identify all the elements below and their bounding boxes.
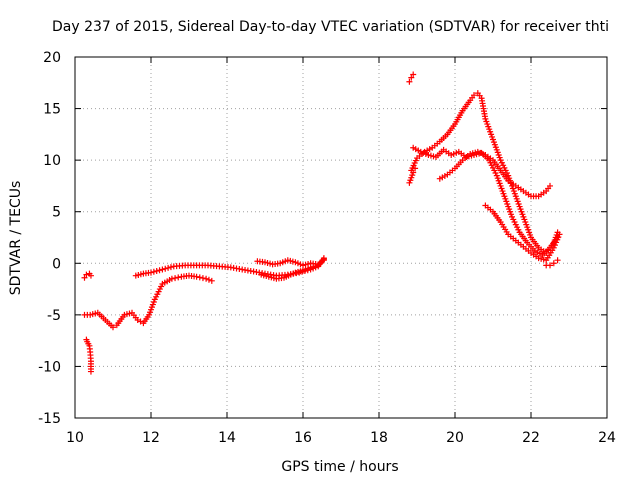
- y-tick-label: 5: [52, 205, 61, 221]
- data-point-evening-end: [550, 260, 557, 267]
- data-point-evening-late: [550, 244, 557, 251]
- data-point-midday-track: [162, 265, 169, 272]
- x-tick-label: 12: [142, 430, 160, 446]
- data-point-evening-late: [554, 236, 561, 243]
- data-point-evening-rise: [471, 92, 477, 99]
- data-point-midday-track: [156, 267, 163, 274]
- x-tick-label: 20: [446, 430, 464, 446]
- y-axis-label: SDTVAR / TECUs: [8, 181, 24, 296]
- y-tick-label: 20: [43, 50, 61, 66]
- data-point-early-upper: [87, 272, 94, 279]
- data-point-evening-late: [556, 231, 563, 238]
- y-tick-label: -5: [47, 308, 61, 324]
- data-point-midday-track: [150, 268, 157, 275]
- data-point-evening-top: [406, 78, 413, 85]
- x-tick-label: 16: [294, 430, 312, 446]
- plot-frame: [74, 56, 608, 419]
- data-point-early-cluster: [87, 368, 94, 375]
- tick-labels: 10 12 14 16 18 20 22 24 -15 -10 -5 0 5 10 15 20: [38, 50, 616, 446]
- data-point-morning-track: [168, 275, 175, 282]
- data-point-evening-end: [547, 262, 553, 269]
- x-tick-label: 10: [66, 430, 84, 446]
- y-tick-label: 0: [52, 256, 61, 272]
- data-point-evening-late: [555, 234, 562, 241]
- x-axis-label: GPS time / hours: [281, 459, 398, 475]
- y-tick-label: -10: [38, 359, 61, 375]
- y-tick-label: -15: [38, 411, 61, 427]
- y-tick-label: 15: [43, 102, 61, 118]
- y-tick-label: 10: [43, 153, 61, 169]
- data-point-evening-late: [553, 239, 560, 246]
- x-tick-label: 18: [370, 430, 388, 446]
- x-tick-label: 22: [522, 430, 540, 446]
- data-point-morning-track: [199, 275, 206, 282]
- data-points: [81, 71, 563, 375]
- data-point-evening-tail: [547, 182, 553, 189]
- data-point-evening-cluster: [410, 169, 417, 176]
- data-point-early-upper: [81, 274, 88, 281]
- data-point-early-upper: [83, 271, 90, 278]
- data-point-morning-track: [110, 324, 116, 331]
- data-point-morning-track: [196, 274, 203, 281]
- x-tick-label: 24: [598, 430, 616, 446]
- data-point-midday-track: [165, 264, 172, 271]
- data-point-midday-track: [153, 268, 160, 275]
- data-point-midday-track: [159, 266, 166, 273]
- data-point-evening-top: [408, 74, 415, 81]
- plot-frame-group: [74, 56, 608, 419]
- data-point-morning-track: [208, 277, 215, 284]
- data-point-morning-track: [205, 276, 212, 283]
- data-point-morning-track: [203, 275, 210, 282]
- data-point-midday-track: [148, 269, 154, 276]
- chart-title: Day 237 of 2015, Sidereal Day-to-day VTE…: [52, 19, 609, 35]
- data-point-morning-track: [193, 273, 200, 280]
- data-point-evening-top: [410, 71, 417, 78]
- x-tick-label: 14: [218, 430, 236, 446]
- data-point-morning-track: [175, 274, 182, 281]
- data-point-midday-track: [167, 264, 174, 271]
- data-point-afternoon-lower: [320, 256, 327, 263]
- data-point-evening-late: [551, 242, 558, 249]
- data-point-evening-cluster: [412, 165, 419, 172]
- data-point-morning-track: [172, 275, 179, 282]
- data-point-evening-end: [554, 257, 561, 264]
